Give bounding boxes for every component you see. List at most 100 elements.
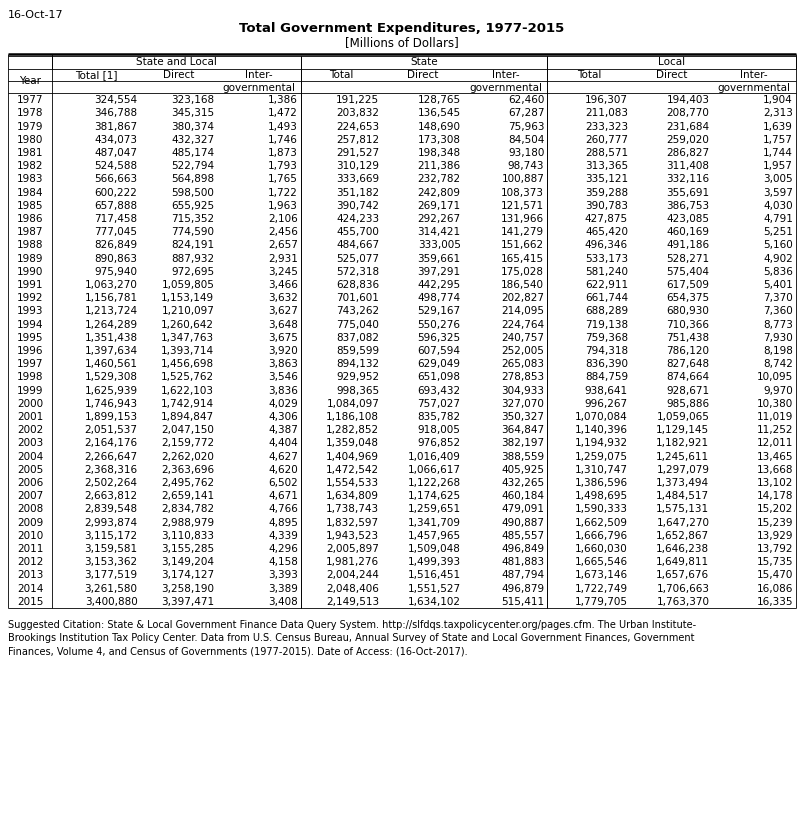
Text: 313,365: 313,365 bbox=[584, 161, 627, 172]
Text: 1,210,097: 1,210,097 bbox=[161, 306, 214, 316]
Text: 1,744: 1,744 bbox=[762, 148, 792, 158]
Text: 1,963: 1,963 bbox=[267, 201, 298, 211]
Text: 786,120: 786,120 bbox=[666, 346, 708, 356]
Text: 108,373: 108,373 bbox=[500, 188, 544, 198]
Text: Total: Total bbox=[329, 69, 353, 80]
Text: governmental: governmental bbox=[468, 83, 541, 92]
Text: 3,261,580: 3,261,580 bbox=[84, 583, 137, 594]
Text: 4,030: 4,030 bbox=[762, 201, 792, 211]
Text: 1,194,932: 1,194,932 bbox=[574, 439, 627, 449]
Text: [Millions of Dollars]: [Millions of Dollars] bbox=[344, 36, 459, 49]
Text: 286,827: 286,827 bbox=[666, 148, 708, 158]
Text: 572,318: 572,318 bbox=[336, 267, 379, 277]
Text: 985,886: 985,886 bbox=[666, 399, 708, 408]
Text: 2004: 2004 bbox=[17, 452, 43, 462]
Text: 231,684: 231,684 bbox=[666, 122, 708, 132]
Text: 2010: 2010 bbox=[17, 531, 43, 541]
Text: 233,323: 233,323 bbox=[584, 122, 627, 132]
Text: 3,155,285: 3,155,285 bbox=[161, 544, 214, 554]
Text: 1,213,724: 1,213,724 bbox=[84, 306, 137, 316]
Text: 432,327: 432,327 bbox=[171, 135, 214, 145]
Text: 191,225: 191,225 bbox=[336, 95, 379, 105]
Text: Total [1]: Total [1] bbox=[75, 69, 117, 80]
Text: 260,777: 260,777 bbox=[585, 135, 627, 145]
Text: State: State bbox=[410, 57, 438, 67]
Text: 11,252: 11,252 bbox=[756, 425, 792, 435]
Text: 13,102: 13,102 bbox=[756, 478, 792, 488]
Text: 2,839,548: 2,839,548 bbox=[84, 504, 137, 515]
Text: 1984: 1984 bbox=[17, 188, 43, 198]
Text: 1,156,781: 1,156,781 bbox=[84, 293, 137, 303]
Text: 1,622,103: 1,622,103 bbox=[161, 386, 214, 395]
Text: 1991: 1991 bbox=[17, 280, 43, 290]
Text: 4,404: 4,404 bbox=[268, 439, 298, 449]
Text: 496,879: 496,879 bbox=[500, 583, 544, 594]
Text: 874,664: 874,664 bbox=[666, 373, 708, 382]
Text: 2,005,897: 2,005,897 bbox=[326, 544, 379, 554]
Text: 1,894,847: 1,894,847 bbox=[161, 412, 214, 422]
Text: 1,738,743: 1,738,743 bbox=[326, 504, 379, 515]
Text: 304,933: 304,933 bbox=[500, 386, 544, 395]
Text: 1,282,852: 1,282,852 bbox=[326, 425, 379, 435]
Text: 1,066,617: 1,066,617 bbox=[407, 465, 460, 475]
Text: 719,138: 719,138 bbox=[584, 319, 627, 329]
Text: 680,930: 680,930 bbox=[666, 306, 708, 316]
Text: 1,509,048: 1,509,048 bbox=[407, 544, 460, 554]
Text: 1,373,494: 1,373,494 bbox=[655, 478, 708, 488]
Text: 598,500: 598,500 bbox=[171, 188, 214, 198]
Text: 1,657,676: 1,657,676 bbox=[655, 570, 708, 580]
Text: 7,930: 7,930 bbox=[762, 333, 792, 343]
Text: 1,186,108: 1,186,108 bbox=[326, 412, 379, 422]
Text: 6,502: 6,502 bbox=[268, 478, 298, 488]
Text: 2,266,647: 2,266,647 bbox=[84, 452, 137, 462]
Text: 455,700: 455,700 bbox=[336, 227, 379, 237]
Text: 1,484,517: 1,484,517 bbox=[655, 491, 708, 501]
Text: 3,177,519: 3,177,519 bbox=[84, 570, 137, 580]
Text: 2003: 2003 bbox=[17, 439, 43, 449]
Text: 617,509: 617,509 bbox=[666, 280, 708, 290]
Text: 657,888: 657,888 bbox=[94, 201, 137, 211]
Text: 10,095: 10,095 bbox=[756, 373, 792, 382]
Text: 824,191: 824,191 bbox=[171, 240, 214, 250]
Text: 1997: 1997 bbox=[17, 359, 43, 369]
Text: 310,129: 310,129 bbox=[336, 161, 379, 172]
Text: 128,765: 128,765 bbox=[417, 95, 460, 105]
Text: 11,019: 11,019 bbox=[756, 412, 792, 422]
Text: 628,836: 628,836 bbox=[336, 280, 379, 290]
Text: 2,047,150: 2,047,150 bbox=[161, 425, 214, 435]
Text: 661,744: 661,744 bbox=[584, 293, 627, 303]
Text: 1,652,867: 1,652,867 bbox=[655, 531, 708, 541]
Text: 269,171: 269,171 bbox=[417, 201, 460, 211]
Text: 397,291: 397,291 bbox=[417, 267, 460, 277]
Text: 1,639: 1,639 bbox=[762, 122, 792, 132]
Text: 1,393,714: 1,393,714 bbox=[161, 346, 214, 356]
Text: 4,387: 4,387 bbox=[267, 425, 298, 435]
Text: 1989: 1989 bbox=[17, 253, 43, 264]
Text: 1,981,276: 1,981,276 bbox=[326, 557, 379, 567]
Text: 14,178: 14,178 bbox=[756, 491, 792, 501]
Text: 434,073: 434,073 bbox=[95, 135, 137, 145]
Text: 4,029: 4,029 bbox=[268, 399, 298, 408]
Text: 4,620: 4,620 bbox=[268, 465, 298, 475]
Text: 1,016,409: 1,016,409 bbox=[407, 452, 460, 462]
Text: Local: Local bbox=[658, 57, 684, 67]
Text: 2,663,812: 2,663,812 bbox=[84, 491, 137, 501]
Text: 465,420: 465,420 bbox=[585, 227, 627, 237]
Text: 259,020: 259,020 bbox=[666, 135, 708, 145]
Text: 529,167: 529,167 bbox=[417, 306, 460, 316]
Text: 13,792: 13,792 bbox=[756, 544, 792, 554]
Text: 938,641: 938,641 bbox=[584, 386, 627, 395]
Text: 2002: 2002 bbox=[17, 425, 43, 435]
Text: 1,662,509: 1,662,509 bbox=[574, 517, 627, 528]
Text: 859,599: 859,599 bbox=[336, 346, 379, 356]
Text: 1998: 1998 bbox=[17, 373, 43, 382]
Text: 827,648: 827,648 bbox=[666, 359, 708, 369]
Text: 208,770: 208,770 bbox=[666, 109, 708, 118]
Text: 278,853: 278,853 bbox=[500, 373, 544, 382]
Text: 1980: 1980 bbox=[17, 135, 43, 145]
Text: governmental: governmental bbox=[222, 83, 296, 92]
Text: 186,540: 186,540 bbox=[500, 280, 544, 290]
Text: 564,898: 564,898 bbox=[171, 174, 214, 185]
Text: 311,408: 311,408 bbox=[666, 161, 708, 172]
Text: 654,375: 654,375 bbox=[666, 293, 708, 303]
